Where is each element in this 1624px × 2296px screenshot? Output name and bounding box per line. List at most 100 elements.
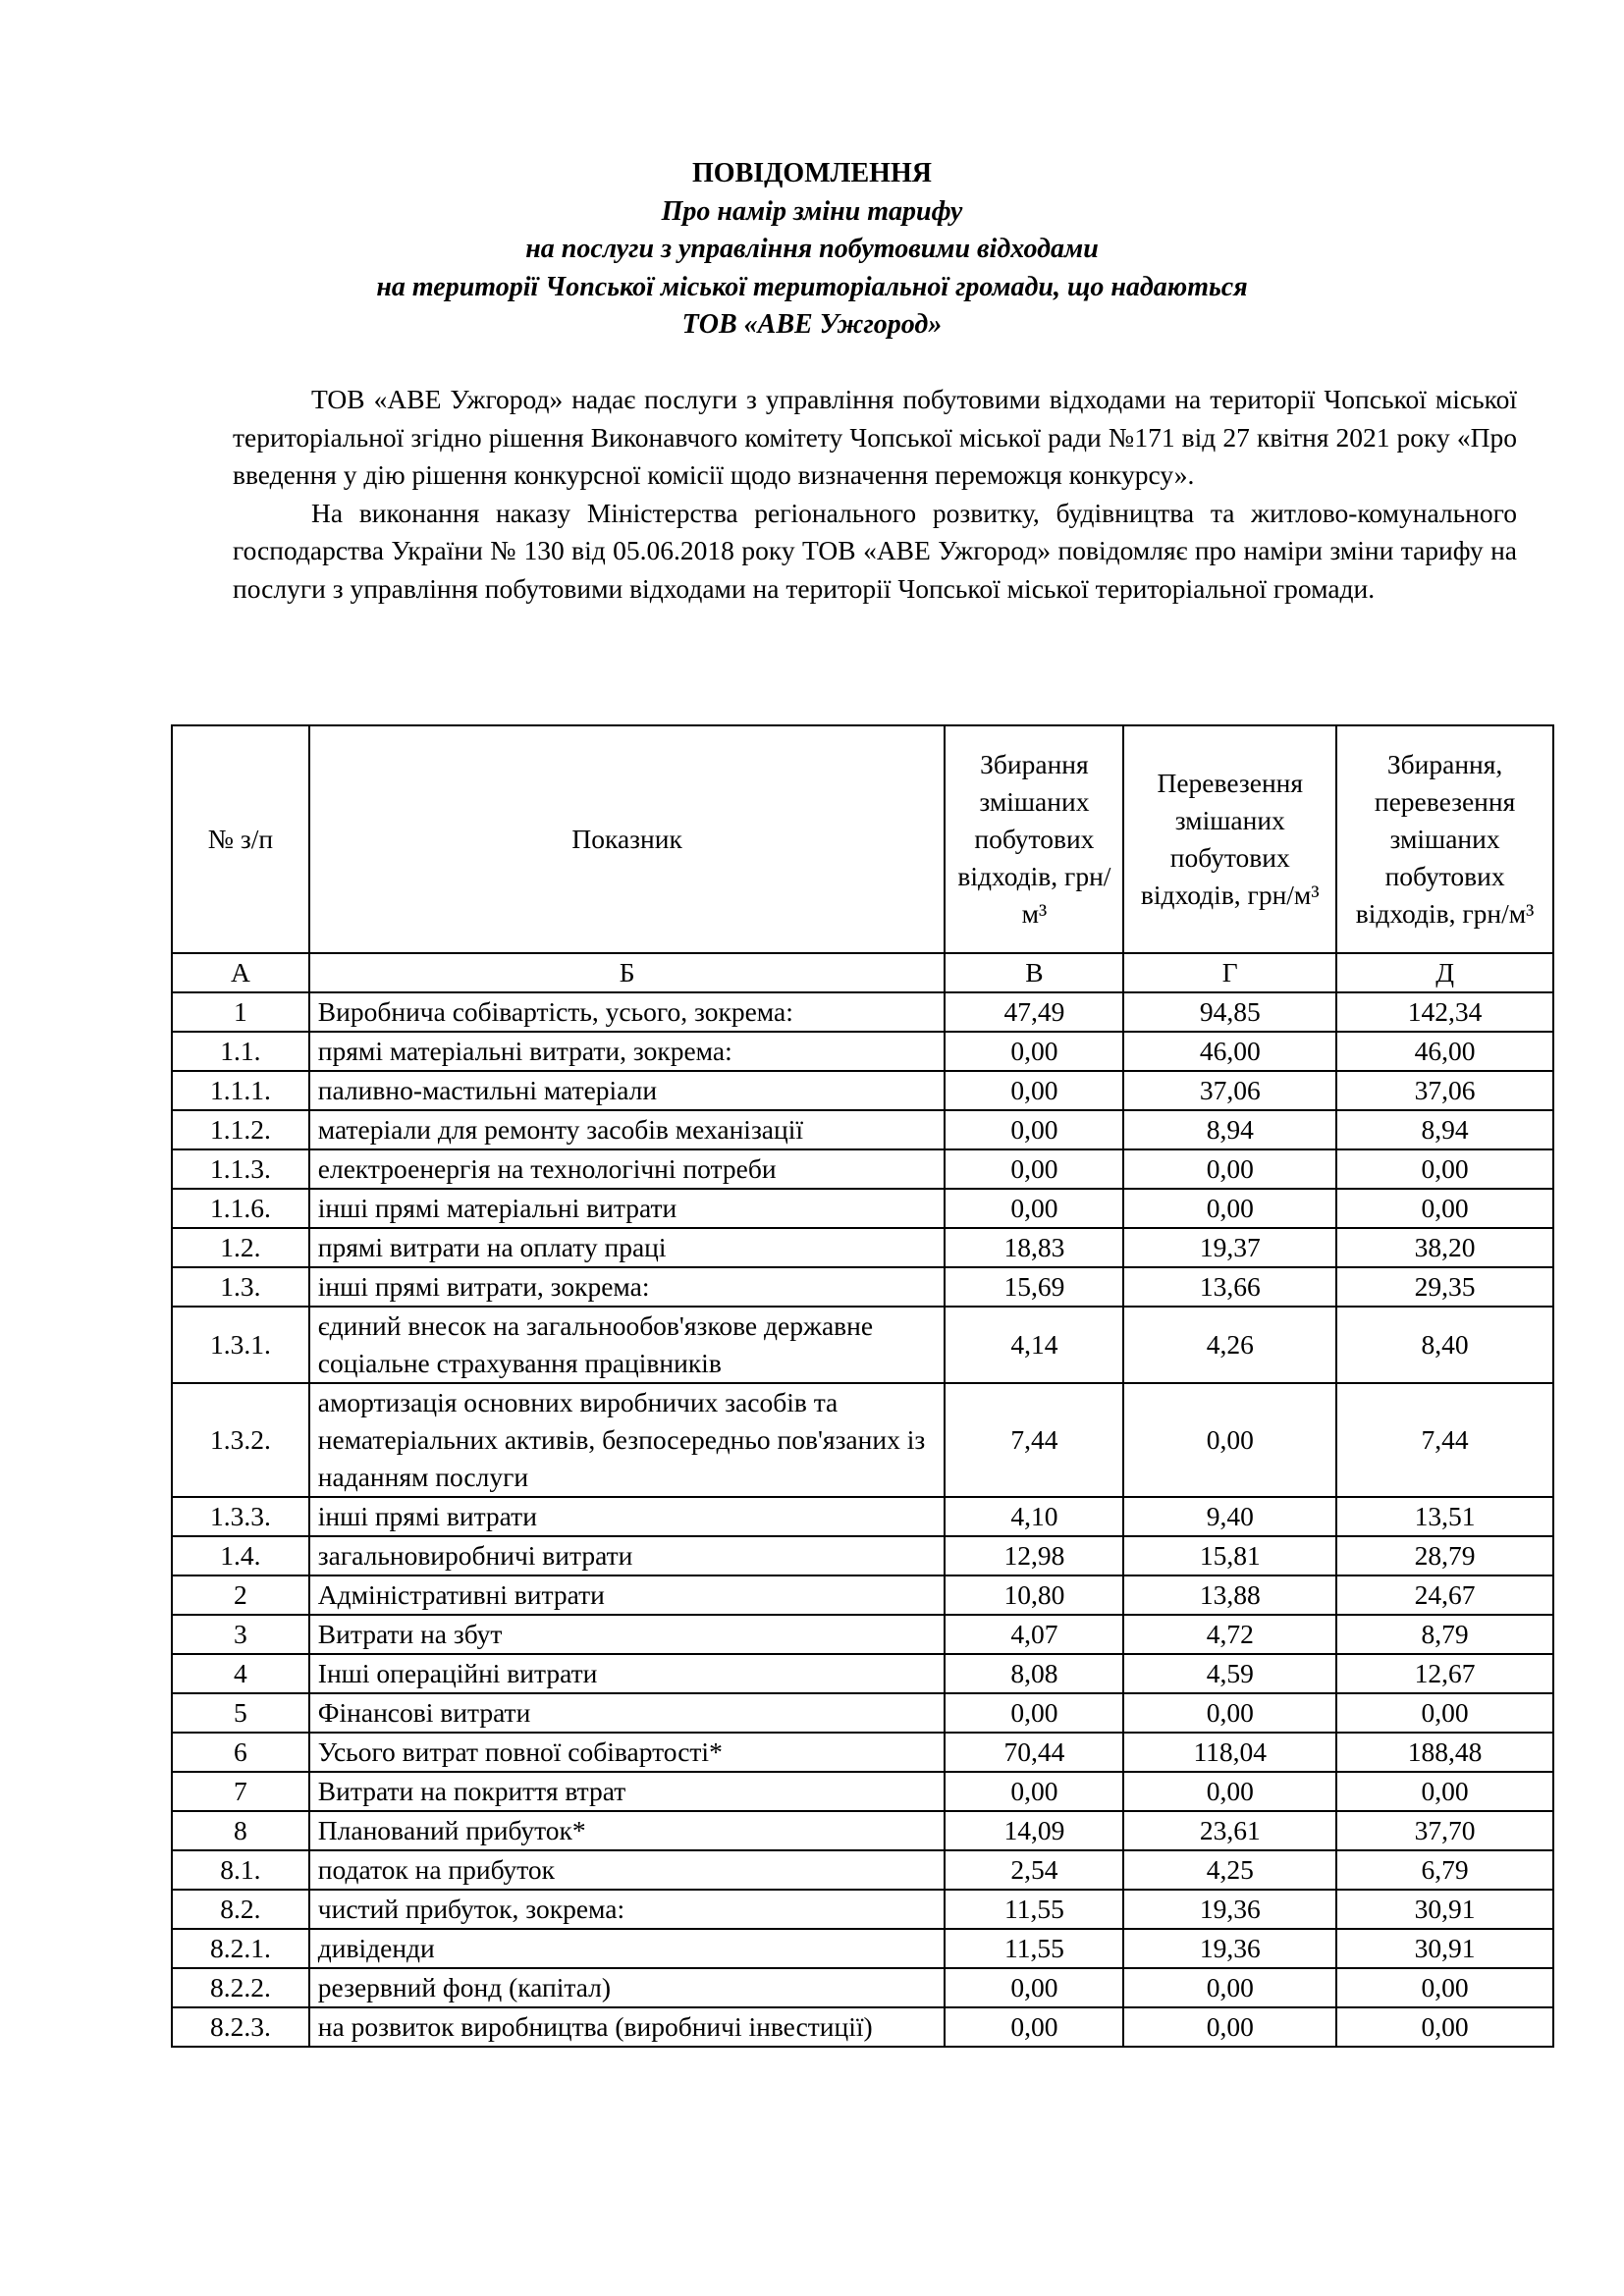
row-value-collection: 0,00: [944, 1031, 1125, 1072]
row-indicator: інші прямі витрати: [307, 1496, 947, 1537]
row-value-transport: 19,36: [1122, 1928, 1338, 1969]
row-value-transport: 94,85: [1122, 991, 1338, 1033]
row-indicator: Витрати на збут: [307, 1614, 947, 1655]
row-value-transport: 8,94: [1122, 1109, 1338, 1150]
row-indicator: дивіденди: [307, 1928, 947, 1969]
row-indicator: резервний фонд (капітал): [307, 1967, 947, 2008]
row-value-transport: 0,00: [1122, 2006, 1338, 2048]
row-number: 1.1.1.: [171, 1070, 310, 1111]
row-value-combined: 188,48: [1335, 1732, 1554, 1773]
document-title: ПОВІДОМЛЕННЯ: [692, 158, 932, 188]
row-value-transport: 4,25: [1122, 1849, 1338, 1891]
row-value-collection: 0,00: [944, 2006, 1125, 2048]
row-indicator: єдиний внесок на загальнообов'язкове дер…: [307, 1306, 947, 1384]
row-indicator: Адміністративні витрати: [307, 1575, 947, 1616]
row-number: 2: [171, 1575, 310, 1616]
table-row: 1.3. інші прямі витрати, зокрема: 15,69 13,…: [171, 1266, 1554, 1308]
row-value-collection: 47,49: [944, 991, 1125, 1033]
table-row: 1.1. прямі матеріальні витрати, зокрема: 0…: [171, 1031, 1554, 1072]
row-number: 8.2.2.: [171, 1967, 310, 2008]
column-letter: В: [944, 952, 1125, 993]
row-value-collection: 11,55: [944, 1889, 1125, 1930]
row-value-collection: 8,08: [944, 1653, 1125, 1694]
row-value-collection: 0,00: [944, 1109, 1125, 1150]
table-row: 1.3.2. амортизація основних виробничих за…: [171, 1382, 1554, 1498]
table-row: 1.1.1. паливно-мастильні матеріали 0,00 37,…: [171, 1070, 1554, 1111]
column-header-indicator: Показник: [307, 724, 947, 954]
document-body: ТОВ «АВЕ Ужгород» надає послуги з управл…: [233, 381, 1517, 608]
row-value-transport: 118,04: [1122, 1732, 1338, 1773]
row-number: 1: [171, 991, 310, 1033]
row-value-transport: 13,66: [1122, 1266, 1338, 1308]
row-value-transport: 0,00: [1122, 1382, 1338, 1498]
row-value-combined: 0,00: [1335, 1692, 1554, 1734]
row-value-combined: 0,00: [1335, 1148, 1554, 1190]
column-header-collection: Збирання змішаних побутових відходів, гр…: [944, 724, 1125, 954]
row-indicator: інші прямі витрати, зокрема:: [307, 1266, 947, 1308]
row-number: 1.4.: [171, 1535, 310, 1576]
row-value-collection: 4,10: [944, 1496, 1125, 1537]
row-value-transport: 0,00: [1122, 1771, 1338, 1812]
paragraph: ТОВ «АВЕ Ужгород» надає послуги з управл…: [233, 384, 1517, 490]
row-value-transport: 0,00: [1122, 1967, 1338, 2008]
tariff-table: № з/п Показник Збирання змішаних побутов…: [171, 724, 1554, 2048]
row-value-transport: 4,26: [1122, 1306, 1338, 1384]
row-value-combined: 38,20: [1335, 1227, 1554, 1268]
row-value-collection: 0,00: [944, 1188, 1125, 1229]
row-number: 6: [171, 1732, 310, 1773]
row-indicator: загальновиробничі витрати: [307, 1535, 947, 1576]
row-value-combined: 0,00: [1335, 1188, 1554, 1229]
table-row: 8.2. чистий прибуток, зокрема: 11,55 19,36 3…: [171, 1889, 1554, 1930]
row-value-combined: 28,79: [1335, 1535, 1554, 1576]
table-row: 1.1.3. електроенергія на технологічні пот…: [171, 1148, 1554, 1190]
row-value-transport: 19,36: [1122, 1889, 1338, 1930]
table-row: 8.2.3. на розвиток виробництва (виробничі…: [171, 2006, 1554, 2048]
row-value-transport: 0,00: [1122, 1692, 1338, 1734]
subtitle-line: на території Чопської міської територіал…: [376, 271, 1248, 302]
row-value-transport: 37,06: [1122, 1070, 1338, 1111]
document-header: ПОВІДОМЛЕННЯ Про намір зміни тарифу на п…: [0, 155, 1624, 345]
row-value-collection: 14,09: [944, 1810, 1125, 1851]
row-indicator: Усього витрат повної собівартості*: [307, 1732, 947, 1773]
row-value-transport: 0,00: [1122, 1148, 1338, 1190]
column-header-number: № з/п: [171, 724, 310, 954]
row-number: 1.3.3.: [171, 1496, 310, 1537]
row-value-transport: 0,00: [1122, 1188, 1338, 1229]
row-value-transport: 4,72: [1122, 1614, 1338, 1655]
row-value-transport: 23,61: [1122, 1810, 1338, 1851]
row-value-combined: 0,00: [1335, 1771, 1554, 1812]
column-header-transport: Перевезення змішаних побутових відходів,…: [1122, 724, 1338, 954]
row-value-transport: 19,37: [1122, 1227, 1338, 1268]
column-header-combined: Збирання, перевезення змішаних побутових…: [1335, 724, 1554, 954]
row-value-collection: 12,98: [944, 1535, 1125, 1576]
column-letter: Б: [307, 952, 947, 993]
row-indicator: податок на прибуток: [307, 1849, 947, 1891]
row-number: 1.1.6.: [171, 1188, 310, 1229]
table-row: 1.2. прямі витрати на оплату праці 18,83 19…: [171, 1227, 1554, 1268]
row-indicator: чистий прибуток, зокрема:: [307, 1889, 947, 1930]
row-value-combined: 46,00: [1335, 1031, 1554, 1072]
row-value-collection: 70,44: [944, 1732, 1125, 1773]
row-value-collection: 0,00: [944, 1967, 1125, 2008]
table-row: 8 Плановaний прибуток* 14,09 23,61 37,70: [171, 1810, 1554, 1851]
row-number: 5: [171, 1692, 310, 1734]
row-number: 8.2.1.: [171, 1928, 310, 1969]
row-number: 8.2.: [171, 1889, 310, 1930]
table-row: 8.1. податок на прибуток 2,54 4,25 6,79: [171, 1849, 1554, 1891]
column-letter: Д: [1335, 952, 1554, 993]
row-indicator: амортизація основних виробничих засобів …: [307, 1382, 947, 1498]
row-value-collection: 4,07: [944, 1614, 1125, 1655]
row-value-combined: 30,91: [1335, 1928, 1554, 1969]
row-indicator: Фінансові витрати: [307, 1692, 947, 1734]
row-number: 1.1.: [171, 1031, 310, 1072]
subtitle-line: Про намір зміни тарифу: [661, 195, 963, 227]
row-indicator: паливно-мастильні матеріали: [307, 1070, 947, 1111]
row-value-collection: 0,00: [944, 1070, 1125, 1111]
row-value-collection: 15,69: [944, 1266, 1125, 1308]
row-indicator: інші прямі матеріальні витрати: [307, 1188, 947, 1229]
row-indicator: Витрати на покриття втрат: [307, 1771, 947, 1812]
table-letters-row: А Б В Г Д: [171, 952, 1554, 993]
row-value-combined: 30,91: [1335, 1889, 1554, 1930]
table-row: 7 Витрати на покриття втрат 0,00 0,00 0,00: [171, 1771, 1554, 1812]
row-value-combined: 6,79: [1335, 1849, 1554, 1891]
